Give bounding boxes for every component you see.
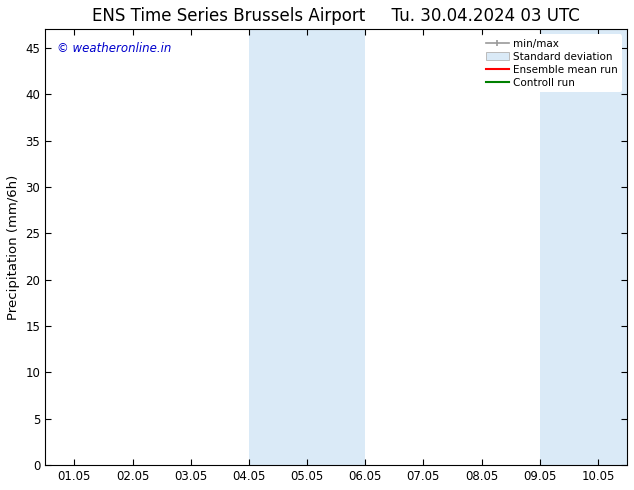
- Legend: min/max, Standard deviation, Ensemble mean run, Controll run: min/max, Standard deviation, Ensemble me…: [482, 34, 622, 92]
- Text: © weatheronline.in: © weatheronline.in: [57, 42, 171, 55]
- Bar: [540, 29, 627, 465]
- Y-axis label: Precipitation (mm/6h): Precipitation (mm/6h): [7, 174, 20, 320]
- Bar: [249, 29, 365, 465]
- Title: ENS Time Series Brussels Airport     Tu. 30.04.2024 03 UTC: ENS Time Series Brussels Airport Tu. 30.…: [93, 7, 580, 25]
